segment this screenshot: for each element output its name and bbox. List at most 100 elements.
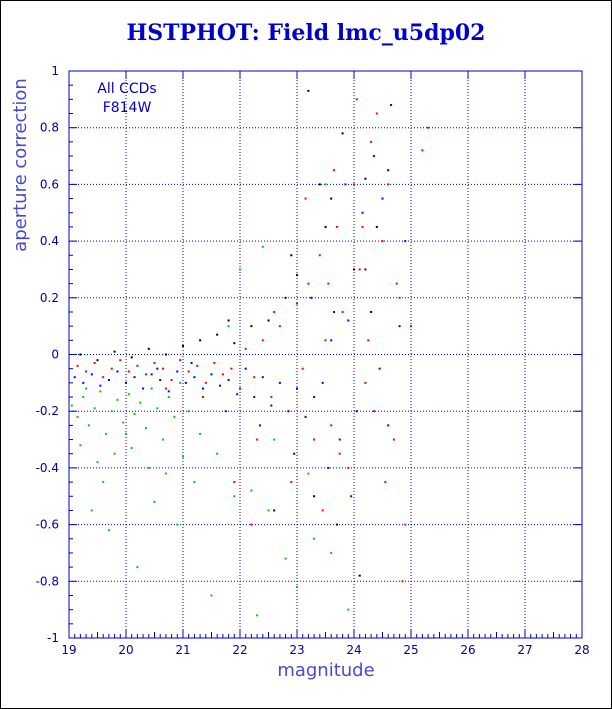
data-point [99,384,102,387]
data-point [73,376,76,379]
grid-lines [69,71,582,638]
data-point [324,339,327,342]
data-point [90,509,93,512]
y-tick-label: 1 [51,64,59,78]
data-point [216,452,219,455]
data-point [335,225,338,228]
data-point [162,367,165,370]
data-point [313,495,316,498]
data-point [236,393,239,396]
data-point [244,367,247,370]
data-point [381,240,384,243]
data-point [287,410,290,413]
data-point [267,509,270,512]
data-point [296,302,298,305]
data-point [224,410,227,413]
data-point [313,396,316,399]
data-point [179,381,182,384]
data-point [187,370,190,373]
x-tick-label: 20 [118,643,133,657]
data-point [304,197,307,200]
data-point [85,370,88,373]
data-point [358,574,361,577]
data-point [353,183,355,186]
data-point [176,370,179,373]
data-point [330,424,333,427]
data-point [296,274,298,277]
data-point [398,325,401,328]
data-point [335,523,338,526]
data-point [87,424,90,427]
data-point [296,585,298,588]
data-point [150,373,153,376]
data-point [347,608,350,611]
data-point [96,461,99,464]
y-tick-label: 0.8 [40,121,59,135]
data-point [201,387,204,390]
data-point [296,387,298,390]
data-point [395,282,398,285]
data-point [133,413,136,416]
data-point [370,140,373,143]
data-point [338,438,341,441]
data-point [105,432,108,435]
data-point [199,339,202,342]
data-point [179,359,182,362]
data-point [156,367,159,370]
data-point [341,132,344,135]
y-tick-label: -0.2 [36,404,59,418]
x-tick-label: 22 [232,643,247,657]
data-point [219,384,222,387]
data-point [227,319,230,322]
data-point [227,379,230,382]
data-point [82,396,85,399]
data-point [301,367,304,370]
data-point [96,359,99,362]
data-point [184,381,187,384]
data-point [278,325,281,328]
data-point [370,310,373,313]
data-point [270,404,273,407]
data-point [110,367,113,370]
data-point [193,481,196,484]
data-point [76,415,79,418]
data-point [125,432,127,435]
data-point [321,509,324,512]
data-point [196,364,199,367]
y-tick-label: 0.4 [40,234,59,248]
data-point [127,370,130,373]
data-point [210,594,213,597]
data-point [361,225,364,228]
data-point [153,362,156,365]
data-point [227,325,230,328]
data-point [239,387,241,390]
data-point [304,415,307,418]
chart-title: HSTPHOT: Field lmc_u5dp02 [126,20,486,46]
data-point [324,225,327,228]
data-point [193,376,196,379]
data-point [85,387,88,390]
data-point [107,529,110,532]
data-points [70,89,430,617]
data-point [113,350,116,353]
data-point [392,438,395,441]
data-point [284,296,287,299]
x-tick-label: 24 [346,643,361,657]
data-point [390,104,393,107]
x-tick-label: 25 [403,643,418,657]
x-tick-label: 23 [289,643,304,657]
data-point [318,254,321,257]
data-point [116,370,119,373]
data-point [210,373,213,376]
data-point [190,362,193,365]
x-tick-label: 21 [175,643,190,657]
plot-area [68,70,583,639]
data-point [102,481,105,484]
data-point [293,452,296,455]
data-point [79,353,82,356]
x-tick-label: 26 [460,643,475,657]
data-point [327,466,330,469]
data-point [102,376,105,379]
data-point [307,472,310,475]
